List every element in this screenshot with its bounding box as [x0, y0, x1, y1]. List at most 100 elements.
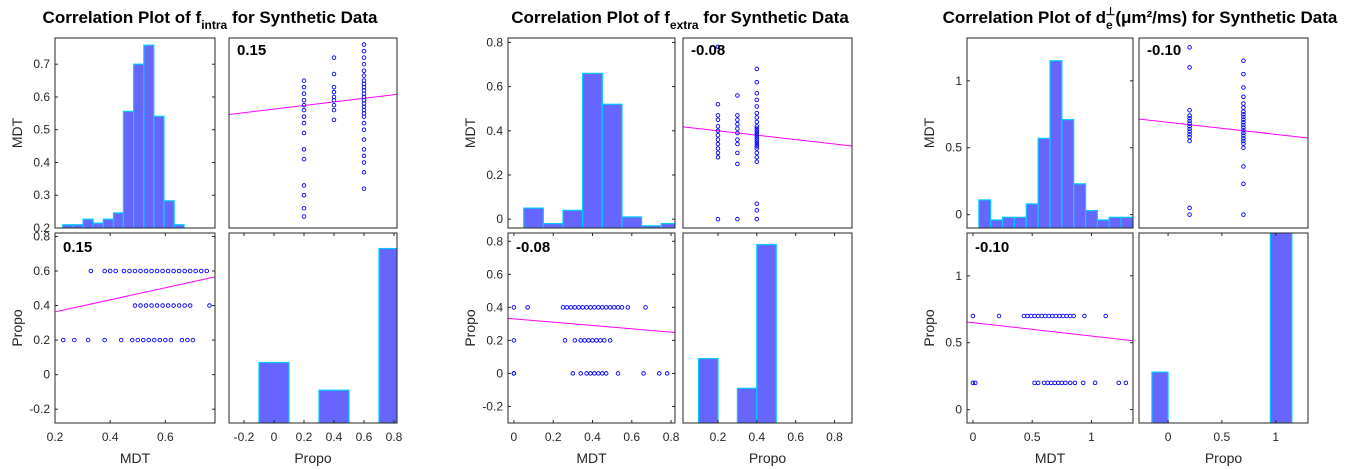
- hist-mdt-ytick-tick-label-3: 0.6: [486, 80, 503, 94]
- scatter-upper-point-10: [715, 150, 721, 156]
- scatter-lower-point-28: [88, 268, 94, 274]
- hist-propo-panel: -0.2 0 0.2 0.4 0.6 0.8 Propo: [228, 232, 403, 466]
- title-subscript: extra: [670, 18, 699, 32]
- scatter-upper-point-26: [1241, 122, 1246, 128]
- scatter-upper-point-8: [301, 130, 307, 136]
- scatter-lower-point-20: [973, 380, 978, 386]
- scatter-lower-point-1: [996, 313, 1002, 319]
- scatter-lower-frame: [54, 232, 216, 424]
- scatter-lower-point-31: [1072, 380, 1078, 386]
- hist-mdt-panel: 0 0.2 0.4 0.6 0.8 MDT: [462, 35, 676, 229]
- hist-mdt-panel: 0 0.5 1 MDT: [921, 37, 1134, 229]
- scatter-lower-point-32: [1080, 380, 1086, 386]
- scatter-lower-point-15: [190, 337, 196, 343]
- hist-propo-panel: 0.2 0.4 0.6 0.8 Propo: [682, 232, 853, 466]
- scatter-upper-point-15: [1241, 58, 1246, 63]
- scatter-upper-point-2: [715, 113, 721, 118]
- scatter-lower-point-35: [588, 371, 593, 376]
- scatter-lower-point-17: [1082, 313, 1087, 319]
- x-axis-label-mdt: MDT: [576, 450, 607, 466]
- hist-propo-xtick-tick-label-0: 0: [1165, 430, 1172, 444]
- scatter-lower-point-9: [152, 337, 157, 343]
- scatter-upper-point-32: [1241, 138, 1246, 144]
- scatter-lower-point-7: [580, 305, 585, 310]
- scatter-lower-ytick-tick-label-3: 0.4: [33, 299, 50, 313]
- scatter-upper-point-26: [754, 90, 760, 96]
- scatter-lower-ytick-tick-label-5: 0.8: [33, 229, 50, 243]
- scatter-upper-point-27: [1241, 125, 1246, 130]
- scatter-lower-point-1: [525, 305, 530, 310]
- hist-propo-bars: [1151, 233, 1293, 423]
- scatter-lower-point-4: [568, 305, 574, 310]
- scatter-upper-point-24: [754, 66, 760, 72]
- scatter-lower-point-26: [1052, 380, 1057, 386]
- scatter-lower-point-0: [970, 313, 976, 319]
- scatter-lower-point-32: [570, 371, 576, 376]
- hist-mdt-ytick-tick-label-2: 1: [955, 74, 962, 88]
- scatter-upper-point-35: [1241, 164, 1246, 169]
- y-axis-label-propo: Propo: [462, 309, 478, 347]
- scatter-lower-point-25: [182, 303, 187, 308]
- scatter-lower-marks: [508, 305, 675, 376]
- scatter-upper-point-4: [1187, 116, 1192, 121]
- hist-mdt-bars: [978, 60, 1133, 228]
- scatter-lower-point-44: [187, 268, 193, 274]
- scatter-lower-point-32: [121, 268, 127, 274]
- scatter-lower-point-24: [582, 338, 587, 343]
- scatter-lower-xtick-tick-label-2: 0.4: [584, 430, 601, 444]
- scatter-lower-ytick-tick-label-0: 0: [955, 403, 962, 417]
- scatter-lower-point-6: [1035, 313, 1041, 319]
- hist-mdt-ytick-tick-label-4: 0.8: [486, 35, 503, 49]
- hist-propo-xtick-tick-label-1: 0: [271, 430, 278, 444]
- scatter-upper-point-36: [754, 132, 760, 138]
- scatter-upper-point-31: [754, 119, 760, 125]
- scatter-upper-point-24: [361, 42, 367, 47]
- scatter-lower-point-39: [160, 268, 165, 274]
- scatter-lower-panel: 0 0.2 0.4 0.6 0.8 -0.2 0 0.2 0.4 0.6 0.8 -0.08 Propo…: [462, 232, 680, 466]
- scatter-upper-point-18: [331, 89, 337, 95]
- scatter-lower-xtick-tick-label-1: 0.5: [1024, 430, 1041, 444]
- scatter-lower-point-4: [1028, 313, 1034, 319]
- scatter-upper-point-23: [735, 216, 740, 222]
- scatter-lower-point-43: [664, 371, 670, 376]
- correlation-label-upper: 0.15: [237, 42, 266, 59]
- scatter-lower-point-26: [187, 303, 193, 308]
- scatter-lower-point-10: [157, 337, 163, 343]
- scatter-lower-point-45: [193, 268, 198, 274]
- scatter-upper-point-3: [1187, 113, 1192, 118]
- hist-mdt-bar-0: [978, 199, 992, 228]
- scatter-lower-point-22: [165, 303, 171, 308]
- scatter-upper-point-7: [301, 120, 307, 126]
- scatter-lower-point-41: [641, 371, 646, 376]
- scatter-upper-point-22: [735, 161, 740, 167]
- scatter-upper-point-8: [715, 141, 721, 147]
- scatter-upper-point-27: [361, 61, 367, 67]
- scatter-upper-point-12: [301, 192, 307, 198]
- scatter-lower-point-11: [163, 337, 168, 343]
- scatter-upper-point-44: [754, 155, 760, 160]
- scatter-upper-point-47: [361, 160, 367, 165]
- correlation-plot-1: Correlation Plot of fintra for Synthetic…: [9, 8, 403, 466]
- scatter-upper-point-5: [301, 107, 307, 113]
- scatter-lower-point-0: [511, 305, 517, 310]
- scatter-lower-point-27: [207, 303, 212, 308]
- scatter-upper-point-21: [735, 150, 740, 156]
- hist-propo-bars: [697, 243, 777, 423]
- scatter-upper-point-46: [754, 201, 760, 206]
- scatter-lower-xtick-tick-label-3: 0.6: [623, 430, 640, 444]
- scatter-upper-point-47: [754, 208, 760, 213]
- hist-mdt-bar-7: [1061, 119, 1075, 228]
- scatter-lower-point-40: [615, 371, 621, 376]
- scatter-upper-point-0: [301, 78, 307, 83]
- hist-propo-bar-0: [697, 357, 719, 423]
- scatter-upper-point-8: [1187, 126, 1192, 132]
- correlation-plot-2: Correlation Plot of fextra for Synthetic…: [462, 8, 853, 466]
- scatter-lower-point-10: [1050, 313, 1055, 319]
- scatter-lower-marks: [967, 313, 1133, 386]
- scatter-lower-point-7: [1039, 313, 1044, 319]
- hist-mdt-ytick-tick-label-1: 0.2: [486, 168, 503, 182]
- plot-title: Correlation Plot of fextra for Synthetic…: [511, 8, 849, 32]
- scatter-upper-point-36: [1241, 181, 1246, 187]
- scatter-lower-point-18: [143, 303, 149, 308]
